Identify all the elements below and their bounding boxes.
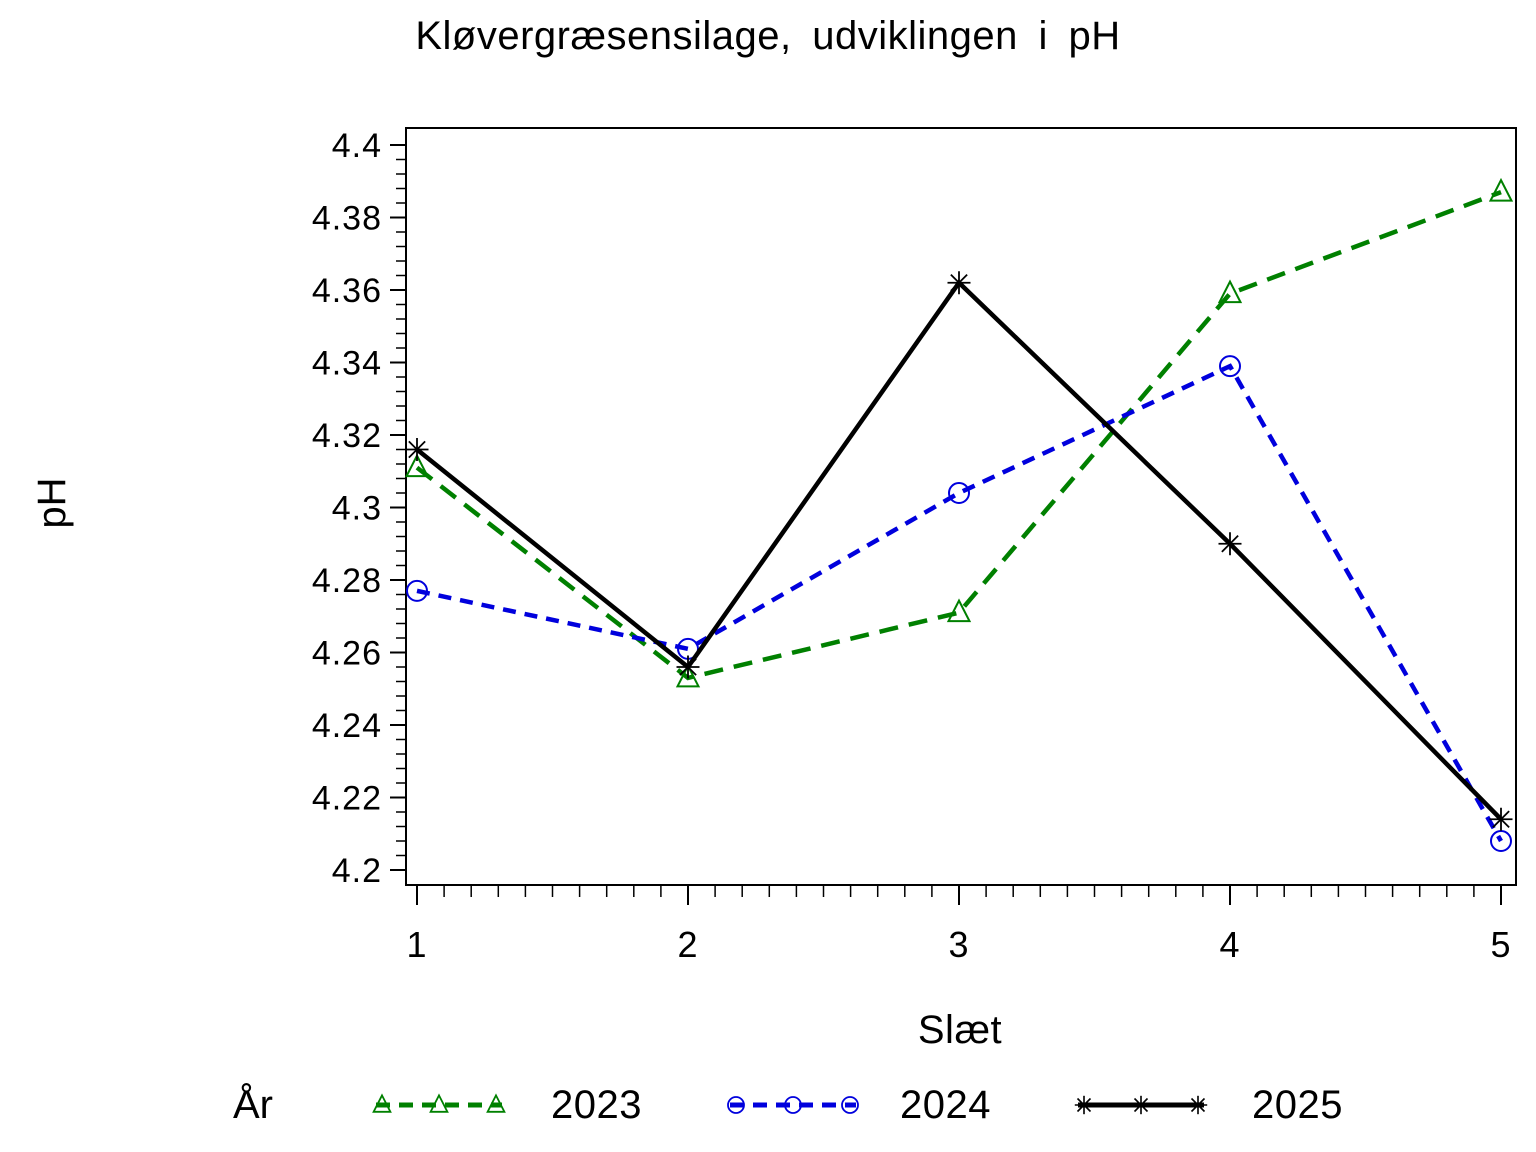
x-tick-label: 1 <box>406 924 427 965</box>
x-tick-label: 5 <box>1490 924 1511 965</box>
y-tick-label: 4.22 <box>312 780 382 818</box>
series-2023 <box>404 177 1514 688</box>
series-2024 <box>406 355 1512 852</box>
axis-frame <box>405 127 1517 886</box>
series-line-2025 <box>415 279 1503 821</box>
asterisk-marker <box>1218 532 1242 556</box>
triangle-marker <box>1488 177 1514 202</box>
y-tick-label: 4.24 <box>312 707 382 745</box>
triangle-marker <box>675 663 701 688</box>
y-tick-label: 4.36 <box>312 272 382 310</box>
y-tick-label: 4.34 <box>312 345 382 383</box>
series-line-2024 <box>416 363 1503 843</box>
series-2025 <box>405 271 1513 831</box>
asterisk-marker <box>1489 807 1513 831</box>
circle-marker <box>948 482 970 504</box>
x-axis-title: Slæt <box>917 1008 1003 1052</box>
x-tick-label: 2 <box>677 924 698 965</box>
asterisk-marker <box>405 438 429 461</box>
circle-marker <box>1490 830 1512 852</box>
triangle-marker <box>404 453 430 478</box>
y-tick-label: 4.2 <box>332 852 382 890</box>
y-tick-label: 4.4 <box>332 127 382 165</box>
circle-marker <box>1219 355 1241 378</box>
y-tick-label: 4.38 <box>312 200 382 238</box>
y-tick-label: 4.28 <box>312 562 382 600</box>
triangle-marker <box>946 598 972 623</box>
series-line-2023 <box>415 190 1502 681</box>
x-tick-label: 4 <box>1219 924 1240 965</box>
y-tick-label: 4.3 <box>332 490 382 528</box>
x-tick-label: 3 <box>948 924 969 965</box>
asterisk-marker <box>676 655 700 679</box>
circle-marker <box>406 579 428 602</box>
y-tick-label: 4.32 <box>312 417 382 455</box>
chart-title: Kløvergræsensilage, udviklingen i pH <box>415 14 1121 58</box>
asterisk-marker <box>947 271 971 295</box>
triangle-marker <box>1217 279 1243 304</box>
y-tick-label: 4.26 <box>312 635 382 673</box>
